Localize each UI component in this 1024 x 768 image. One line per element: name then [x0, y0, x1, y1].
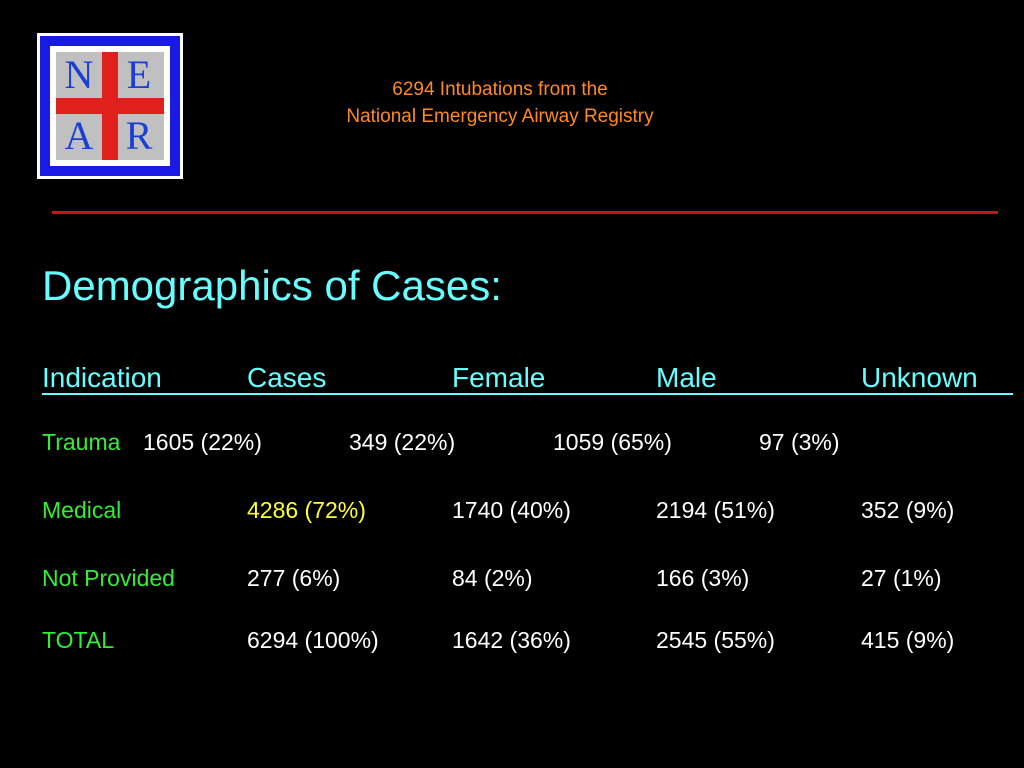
- row-label-trauma: Trauma: [42, 429, 121, 455]
- cell-total-female: 1642 (36%): [452, 627, 571, 653]
- column-header-cases: Cases: [247, 362, 327, 393]
- header-title-line-2: National Emergency Airway Registry: [346, 106, 654, 127]
- header-title-line-1: 6294 Intubations from the: [392, 79, 608, 100]
- cell-medical-unknown: 352 (9%): [861, 497, 955, 523]
- cell-not-provided-female: 84 (2%): [452, 565, 533, 591]
- logo-letter-n: N: [64, 52, 94, 97]
- logo-letter-a: A: [64, 113, 94, 158]
- near-logo: N E A R: [37, 33, 183, 179]
- cell-not-provided-cases: 277 (6%): [247, 565, 341, 591]
- cell-trauma-female: 349 (22%): [349, 429, 456, 455]
- logo-letter-e: E: [126, 52, 152, 97]
- cell-trauma-cases: 1605 (22%): [143, 429, 262, 455]
- row-label-medical: Medical: [42, 497, 122, 523]
- column-header-indication: Indication: [42, 362, 162, 393]
- column-header-female: Female: [452, 362, 546, 393]
- logo-inner: N E A R: [50, 46, 170, 166]
- red-cross-horizontal: [56, 98, 164, 114]
- cell-trauma-unknown: 97 (3%): [759, 429, 840, 455]
- header-title: 6294 Intubations from the National Emerg…: [250, 76, 750, 130]
- cell-total-unknown: 415 (9%): [861, 627, 955, 653]
- logo-panel: N E A R: [56, 52, 164, 160]
- column-header-male: Male: [656, 362, 717, 393]
- cell-medical-male: 2194 (51%): [656, 497, 775, 523]
- header-underline: [42, 393, 1013, 395]
- cell-medical-cases: 4286 (72%): [247, 497, 366, 523]
- cell-total-cases: 6294 (100%): [247, 627, 379, 653]
- divider: [52, 211, 998, 214]
- column-header-unknown: Unknown: [861, 362, 978, 393]
- row-label-total: TOTAL: [42, 627, 114, 653]
- cell-not-provided-unknown: 27 (1%): [861, 565, 942, 591]
- cell-total-male: 2545 (55%): [656, 627, 775, 653]
- cell-not-provided-male: 166 (3%): [656, 565, 750, 591]
- cell-medical-female: 1740 (40%): [452, 497, 571, 523]
- logo-letter-r: R: [125, 113, 153, 158]
- page-title: Demographics of Cases:: [42, 262, 502, 309]
- logo-frame: N E A R: [40, 36, 180, 176]
- cell-trauma-male: 1059 (65%): [553, 429, 672, 455]
- row-label-not-provided: Not Provided: [42, 565, 175, 591]
